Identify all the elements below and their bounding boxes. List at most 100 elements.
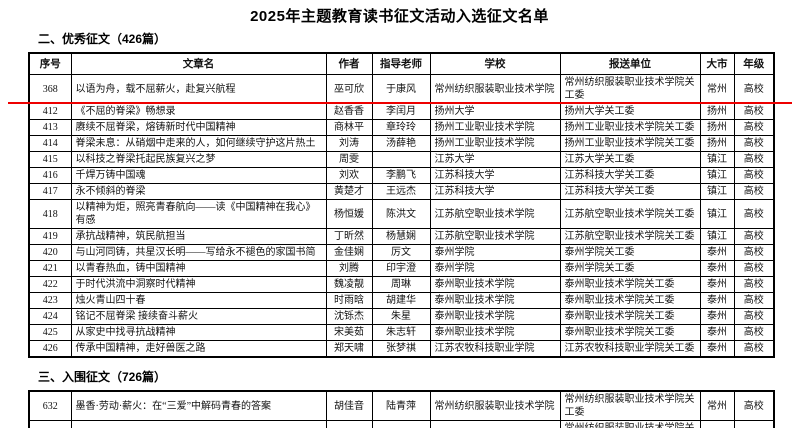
column-header: 年级 [733,52,775,75]
cell-advisor: 胡建华 [371,292,431,309]
cell-title: 传承中国精神，走好兽医之路 [70,340,327,358]
cell-city: 镇江 [699,151,735,168]
cell-no: 423 [28,292,72,309]
cell-grade: 高校 [733,167,775,184]
cell-title: 以青春热血，铸中国精神 [70,260,327,277]
document-page: 2025年主题教育读书征文活动入选征文名单 二、优秀征文（426篇） 序号 文章名… [0,5,799,428]
cell-school: 江苏科技大学 [429,167,561,184]
cell-unit: 江苏大学关工委 [559,151,701,168]
cell-advisor: 于康风 [371,74,431,104]
cell-author: 刘涛 [325,135,373,152]
cell-city: 泰州 [699,292,735,309]
column-header: 学校 [429,52,561,75]
cell-advisor: 汤薛艳 [371,135,431,152]
cell-grade: 高校 [733,151,775,168]
cell-school: 泰州学院 [429,260,561,277]
cell-school: 常州纺织服装职业技术学院 [429,420,561,428]
cell-school: 常州纺织服装职业技术学院 [429,390,561,421]
cell-no: 426 [28,340,72,358]
cell-advisor: 厉文 [371,244,431,261]
essay-row: 414 脊梁未息：从硝烟中走来的人，如何继续守护这片热土 刘涛 汤薛艳 扬州工业… [28,135,775,152]
cell-author: 赵香香 [325,103,373,120]
shortlist-essays-table: 632 墨香·劳动·薪火：在“三爱”中解码青春的答案 胡佳音 陆青萍 常州纺织服… [28,390,775,428]
cell-grade: 高校 [733,103,775,120]
cell-school: 泰州职业技术学院 [429,292,561,309]
cell-advisor: 章玲玲 [371,119,431,136]
cell-title: 脊梁未息：从硝烟中走来的人，如何继续守护这片热土 [70,135,327,152]
cell-school: 泰州职业技术学院 [429,308,561,325]
cell-no: 412 [28,103,72,120]
cell-no: 421 [28,260,72,277]
cell-author: 周雯 [325,151,373,168]
cell-advisor: 陆青萍 [371,390,431,421]
cell-unit: 江苏农牧科技职业学院关工委 [559,340,701,358]
cell-unit: 扬州大学关工委 [559,103,701,120]
cell-unit: 常州纺织服装职业技术学院关工委 [559,420,701,428]
cell-unit: 常州纺织服装职业技术学院关工委 [559,74,701,104]
cell-no: 633 [28,420,72,428]
cell-title: 永不倾斜的脊梁 [70,183,327,200]
cell-unit: 泰州职业技术学院关工委 [559,308,701,325]
cell-title: 烛火青山四十春 [70,292,327,309]
essay-row: 425 从家史中找寻抗战精神 宋美茹 朱志轩 泰州职业技术学院 泰州职业技术学院… [28,324,775,341]
column-header: 文章名 [70,52,327,75]
cell-title: 以科技之脊梁托起民族复兴之梦 [70,151,327,168]
cell-unit: 泰州学院关工委 [559,260,701,277]
cell-school: 泰州职业技术学院 [429,324,561,341]
cell-grade: 高校 [733,420,775,428]
cell-advisor: 张梦祺 [371,340,431,358]
cell-unit: 江苏科技大学关工委 [559,167,701,184]
cell-author: 黄楚才 [325,183,373,200]
cell-advisor: 李鹏飞 [371,167,431,184]
cell-unit: 江苏航空职业技术学院关工委 [559,228,701,245]
cell-no: 415 [28,151,72,168]
cell-title: 于时代洪流中洞察时代精神 [70,276,327,293]
essay-row: 415 以科技之脊梁托起民族复兴之梦 周雯 江苏大学 江苏大学关工委 镇江 高校 [28,151,775,168]
cell-school: 扬州大学 [429,103,561,120]
cell-grade: 高校 [733,228,775,245]
essay-row: 424 铭记不屈脊梁 接续奋斗薪火 沈铄杰 朱星 泰州职业技术学院 泰州职业技术… [28,308,775,325]
column-header: 指导老师 [371,52,431,75]
cell-school: 江苏科技大学 [429,183,561,200]
cell-author: 丁昕然 [325,228,373,245]
highlight-underline [8,102,792,104]
cell-city: 常州 [699,390,735,421]
cell-city: 泰州 [699,244,735,261]
cell-title: 以语为舟，载不屈薪火，赴复兴航程 [70,74,327,104]
cell-advisor: 朱星 [371,308,431,325]
cell-city: 常州 [699,74,735,104]
cell-advisor: 周琳 [371,276,431,293]
cell-author: 商林平 [325,119,373,136]
cell-city: 镇江 [699,228,735,245]
column-header: 大市 [699,52,735,75]
cell-title: 千焊万铸中国魂 [70,167,327,184]
cell-school: 扬州工业职业技术学院 [429,135,561,152]
essay-row: 368 以语为舟，载不屈薪火，赴复兴航程 巫可欣 于康风 常州纺织服装职业技术学… [28,74,775,104]
cell-grade: 高校 [733,199,775,229]
table-header-row: 序号 文章名 作者 指导老师 学校 报送单位 大市 年级 [28,52,775,75]
cell-city: 泰州 [699,276,735,293]
column-header: 报送单位 [559,52,701,75]
section-heading-shortlist: 三、入围征文（726篇） [38,370,167,384]
cell-unit: 泰州职业技术学院关工委 [559,292,701,309]
cell-no: 422 [28,276,72,293]
cell-author: 沈铄杰 [325,308,373,325]
cell-grade: 高校 [733,276,775,293]
cell-unit: 常州纺织服装职业技术学院关工委 [559,390,701,421]
cell-no: 419 [28,228,72,245]
cell-school: 江苏农牧科技职业学院 [429,340,561,358]
cell-advisor: 朱志轩 [371,324,431,341]
cell-grade: 高校 [733,135,775,152]
cell-author: 魏凌靓 [325,276,373,293]
cell-no: 417 [28,183,72,200]
cell-grade: 高校 [733,390,775,421]
cell-school: 江苏航空职业技术学院 [429,199,561,229]
essay-row: 412 《不屈的脊梁》畅想录 赵香香 李闰月 扬州大学 扬州大学关工委 扬州 高… [28,103,775,120]
cell-author: 巫可欣 [325,74,373,104]
cell-city: 扬州 [699,103,735,120]
cell-advisor: 印宇澄 [371,260,431,277]
cell-grade: 高校 [733,244,775,261]
cell-grade: 高校 [733,260,775,277]
essay-row: 422 于时代洪流中洞察时代精神 魏凌靓 周琳 泰州职业技术学院 泰州职业技术学… [28,276,775,293]
cell-school: 江苏大学 [429,151,561,168]
